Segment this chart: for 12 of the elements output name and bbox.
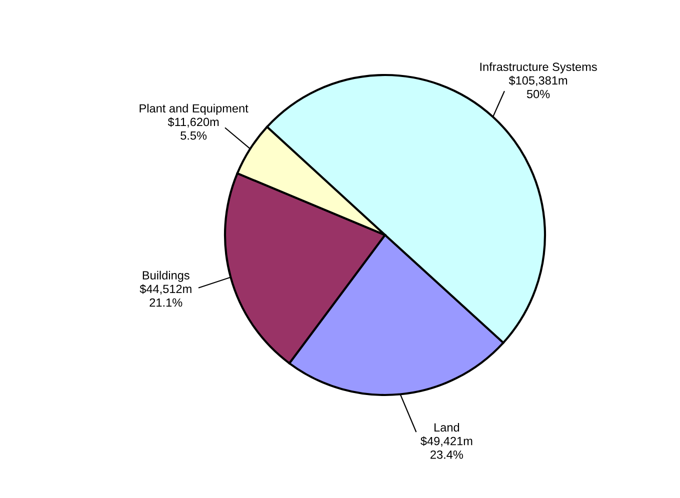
text: 50%: [526, 90, 550, 98]
data-label: $105,381m: [508, 76, 568, 86]
data-label: $49,421m: [420, 436, 472, 447]
data-label: $44,512m: [140, 284, 192, 295]
text: 23.4%: [430, 450, 463, 459]
text: 5.5%: [180, 131, 207, 140]
text: 21.1%: [150, 298, 182, 307]
data-label: $11,620m: [168, 117, 219, 128]
slice-label: Infrastructure Systems: [480, 62, 597, 74]
slice-label: Buildings: [142, 270, 190, 282]
slice-label: Land: [434, 422, 460, 432]
slice-label: Plant and Equipment: [140, 104, 248, 115]
